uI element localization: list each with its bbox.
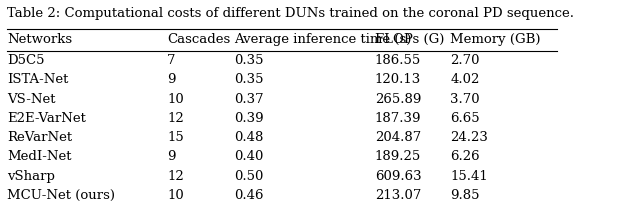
Text: Cascades: Cascades [167,33,230,46]
Text: ReVarNet: ReVarNet [7,130,72,143]
Text: 0.37: 0.37 [234,92,264,105]
Text: 9: 9 [167,73,175,86]
Text: 0.35: 0.35 [234,54,264,67]
Text: 10: 10 [167,92,184,105]
Text: 189.25: 189.25 [374,150,421,163]
Text: Average inference time (s): Average inference time (s) [234,33,412,46]
Text: 15: 15 [167,130,184,143]
Text: 24.23: 24.23 [451,130,488,143]
Text: 186.55: 186.55 [374,54,421,67]
Text: vSharp: vSharp [7,169,55,182]
Text: 15.41: 15.41 [451,169,488,182]
Text: MCU-Net (ours): MCU-Net (ours) [7,188,115,201]
Text: 10: 10 [167,188,184,201]
Text: ISTA-Net: ISTA-Net [7,73,68,86]
Text: E2E-VarNet: E2E-VarNet [7,111,86,124]
Text: 204.87: 204.87 [374,130,421,143]
Text: 4.02: 4.02 [451,73,480,86]
Text: 0.35: 0.35 [234,73,264,86]
Text: Table 2: Computational costs of different DUNs trained on the coronal PD sequenc: Table 2: Computational costs of differen… [7,7,574,20]
Text: 0.50: 0.50 [234,169,264,182]
Text: 120.13: 120.13 [374,73,421,86]
Text: 213.07: 213.07 [374,188,421,201]
Text: 609.63: 609.63 [374,169,421,182]
Text: 265.89: 265.89 [374,92,421,105]
Text: 0.40: 0.40 [234,150,264,163]
Text: VS-Net: VS-Net [7,92,56,105]
Text: 0.39: 0.39 [234,111,264,124]
Text: 0.46: 0.46 [234,188,264,201]
Text: 6.26: 6.26 [451,150,480,163]
Text: FLOPs (G): FLOPs (G) [374,33,444,46]
Text: 12: 12 [167,111,184,124]
Text: 9: 9 [167,150,175,163]
Text: D5C5: D5C5 [7,54,45,67]
Text: 2.70: 2.70 [451,54,480,67]
Text: 7: 7 [167,54,175,67]
Text: MedI-Net: MedI-Net [7,150,72,163]
Text: 12: 12 [167,169,184,182]
Text: 9.85: 9.85 [451,188,480,201]
Text: 6.65: 6.65 [451,111,480,124]
Text: 3.70: 3.70 [451,92,480,105]
Text: 0.48: 0.48 [234,130,264,143]
Text: Networks: Networks [7,33,72,46]
Text: 187.39: 187.39 [374,111,421,124]
Text: Memory (GB): Memory (GB) [451,33,541,46]
